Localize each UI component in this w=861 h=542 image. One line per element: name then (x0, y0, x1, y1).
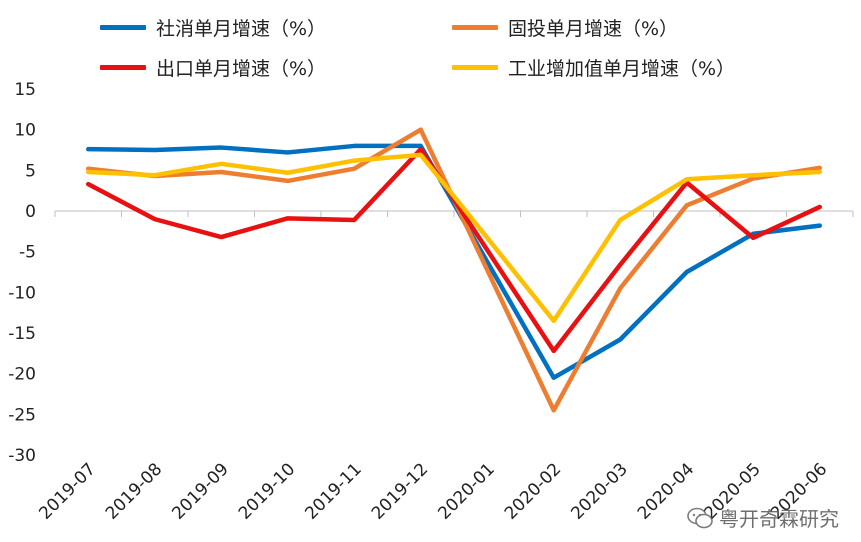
x-tick-label: 2020-03 (567, 459, 631, 523)
y-tick-label: 15 (14, 80, 36, 100)
watermark-text: 粤开奇霖研究 (719, 507, 839, 531)
y-tick-label: -20 (8, 365, 36, 385)
x-tick-label: 2020-01 (434, 459, 498, 523)
legend-swatch-industry (452, 65, 498, 70)
x-tick-label: 2019-09 (168, 459, 232, 523)
y-tick-label: -10 (8, 283, 36, 303)
x-tick-label: 2019-11 (301, 459, 365, 523)
legend-swatch-retail (100, 25, 146, 30)
x-axis: 2019-07 2019-08 2019-09 2019-10 2019-11 2019-… (35, 210, 854, 524)
series-line-3 (86, 152, 822, 324)
legend-item-retail: 社消单月增速（%） (100, 14, 326, 41)
legend-item-fai: 固投单月增速（%） (452, 14, 678, 41)
wechat-icon (687, 507, 713, 528)
x-tick-label: 2019-12 (368, 459, 432, 523)
y-tick-label: -5 (19, 243, 36, 263)
legend-label-retail: 社消单月增速（%） (156, 18, 327, 40)
y-tick-label: -15 (8, 324, 36, 344)
legend-swatch-fai (452, 25, 498, 30)
series-line-0 (86, 143, 822, 380)
series-line-1 (86, 127, 822, 413)
legend-label-fai: 固投单月增速（%） (508, 18, 679, 40)
y-tick-label: -25 (8, 405, 36, 425)
y-tick-label: 5 (25, 161, 36, 181)
watermark: 粤开奇霖研究 (687, 503, 839, 532)
y-tick-label: 0 (25, 202, 36, 222)
x-tick-label: 2019-08 (102, 459, 166, 523)
legend-swatch-export (100, 65, 146, 70)
legend-label-export: 出口单月增速（%） (156, 58, 327, 80)
series-line-2 (86, 146, 822, 354)
x-tick-label: 2019-07 (35, 459, 99, 523)
series-lines (86, 127, 822, 413)
y-tick-label: 10 (14, 121, 36, 141)
x-tick-label: 2020-02 (501, 459, 565, 523)
y-tick-label: -30 (8, 446, 36, 466)
legend-item-export: 出口单月增速（%） (100, 54, 326, 81)
legend-label-industry: 工业增加值单月增速（%） (508, 58, 736, 80)
y-axis: 15 10 5 0 -5 -10 -15 -20 -25 -30 (8, 80, 36, 466)
x-tick-label: 2019-10 (235, 459, 299, 523)
legend-item-industry: 工业增加值单月增速（%） (452, 54, 735, 81)
